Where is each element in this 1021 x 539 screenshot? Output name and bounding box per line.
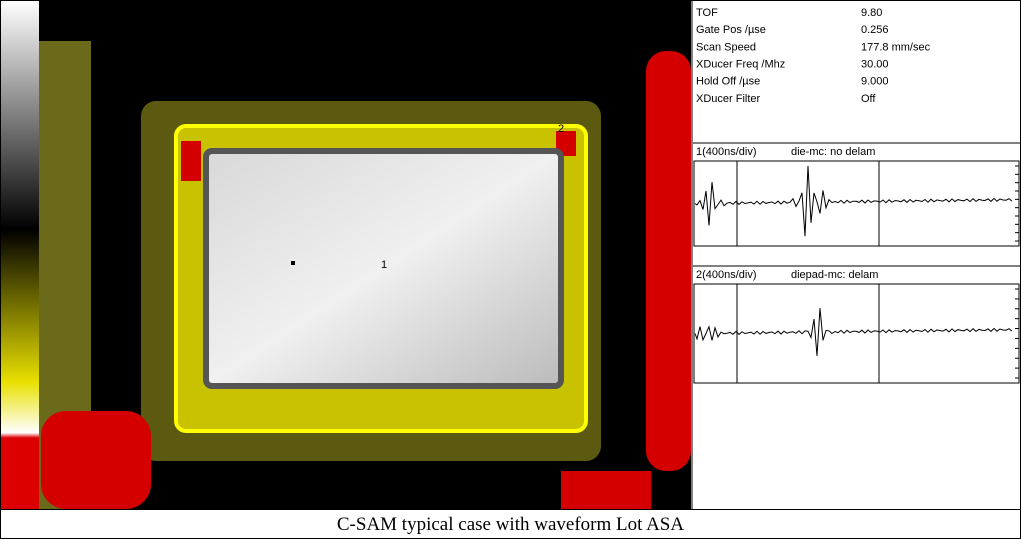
waveform-box [694,161,1019,246]
waveform-panel: 1(400ns/div) die-mc: no delam 2(400ns/div)… [693,143,1020,383]
param-label: Hold Off /µse [696,76,760,88]
waveform [695,308,1012,356]
caption: C-SAM typical case with waveform Lot ASA [1,509,1020,539]
image-label: 2 [558,123,564,135]
param-value: 9.000 [861,76,889,88]
waveform-scale: 2(400ns/div) [696,269,757,281]
param-value: 30.00 [861,59,889,71]
page: 1 2 TOF 9.80 Gate Pos /µse 0.256 Scan Speed 1… [0,0,1021,539]
parameter-table: TOF 9.80 Gate Pos /µse 0.256 Scan Speed 177.8… [696,7,931,105]
param-label: TOF [696,7,718,19]
scan-image: 1 2 [1,1,691,509]
param-label: XDucer Filter [696,93,761,105]
waveform-box [694,284,1019,383]
param-value: 0.256 [861,24,889,36]
param-value: 9.80 [861,7,882,19]
param-label: Scan Speed [696,41,756,53]
waveform-scale: 1(400ns/div) [696,146,757,158]
image-label: 1 [381,259,387,271]
screen: 1 2 TOF 9.80 Gate Pos /µse 0.256 Scan Speed 1… [1,1,1020,509]
waveform-note: die-mc: no delam [791,146,875,158]
param-label: Gate Pos /µse [696,24,766,36]
param-value: 177.8 mm/sec [861,41,931,53]
param-label: XDucer Freq /Mhz [696,59,785,71]
waveform-note: diepad-mc: delam [791,269,878,281]
waveform [695,166,1012,236]
param-value: Off [861,93,876,105]
